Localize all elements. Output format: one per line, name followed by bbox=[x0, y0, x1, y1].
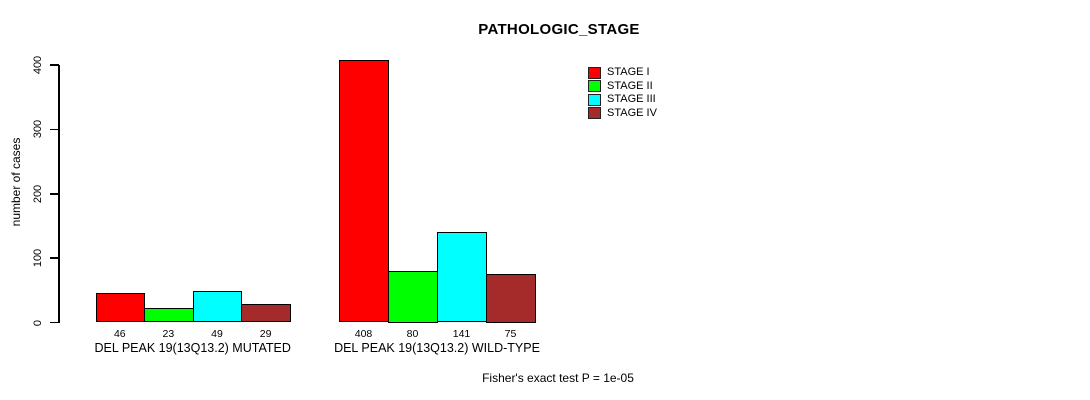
bar-stage-iv bbox=[486, 274, 536, 323]
legend-item-stage-3: STAGE III bbox=[588, 93, 657, 107]
stage-2-swatch bbox=[588, 80, 601, 93]
y-axis-tick bbox=[50, 321, 59, 324]
y-axis-tick-label: 100 bbox=[32, 248, 44, 268]
group-label: DEL PEAK 19(13Q13.2) WILD-TYPE bbox=[334, 340, 540, 355]
legend-label: STAGE I bbox=[607, 66, 650, 78]
bar-stage-iii bbox=[437, 231, 487, 323]
legend-item-stage-1: STAGE I bbox=[588, 66, 657, 80]
stage-3-swatch bbox=[588, 93, 601, 106]
bar-value-label: 49 bbox=[211, 327, 223, 340]
legend-item-stage-2: STAGE II bbox=[588, 80, 657, 94]
legend-item-stage-4: STAGE IV bbox=[588, 107, 657, 121]
bar-stage-ii bbox=[388, 271, 438, 323]
legend-label: STAGE III bbox=[607, 93, 656, 105]
y-axis-title: number of cases bbox=[9, 137, 23, 227]
y-axis-tick-label: 0 bbox=[32, 319, 44, 326]
bar-value-label: 80 bbox=[406, 327, 419, 340]
y-axis-tick bbox=[50, 257, 59, 259]
stage-1-swatch bbox=[588, 66, 601, 79]
bar-stage-i bbox=[95, 292, 146, 323]
bar-value-label: 408 bbox=[354, 327, 373, 340]
y-axis-tick-label: 200 bbox=[32, 184, 44, 203]
bar-stage-iv bbox=[241, 303, 291, 323]
bar-stage-ii bbox=[144, 307, 194, 323]
y-axis-tick bbox=[50, 128, 59, 131]
bar-value-label: 29 bbox=[259, 327, 272, 340]
bar-value-label: 23 bbox=[162, 327, 175, 340]
y-axis-tick bbox=[50, 193, 59, 195]
bar-stage-iii bbox=[192, 290, 243, 323]
fisher-test-text: Fisher's exact test P = 1e-05 bbox=[482, 371, 634, 385]
y-axis-tick-label: 300 bbox=[32, 120, 44, 139]
bar-value-label: 75 bbox=[504, 327, 517, 340]
y-axis-line bbox=[58, 65, 60, 323]
group-label: DEL PEAK 19(13Q13.2) MUTATED bbox=[94, 340, 291, 355]
legend: STAGE I STAGE II STAGE III STAGE IV bbox=[588, 66, 657, 120]
y-axis-tick-label: 400 bbox=[32, 55, 44, 75]
bar-stage-i bbox=[339, 59, 389, 323]
legend-label: STAGE II bbox=[607, 79, 653, 92]
legend-label: STAGE IV bbox=[607, 106, 657, 119]
stage-4-swatch bbox=[588, 107, 601, 120]
y-axis-tick bbox=[50, 64, 59, 66]
bar-value-label: 141 bbox=[452, 327, 471, 340]
plot-title: PATHOLOGIC_STAGE bbox=[478, 21, 640, 38]
bar-value-label: 46 bbox=[113, 327, 126, 340]
